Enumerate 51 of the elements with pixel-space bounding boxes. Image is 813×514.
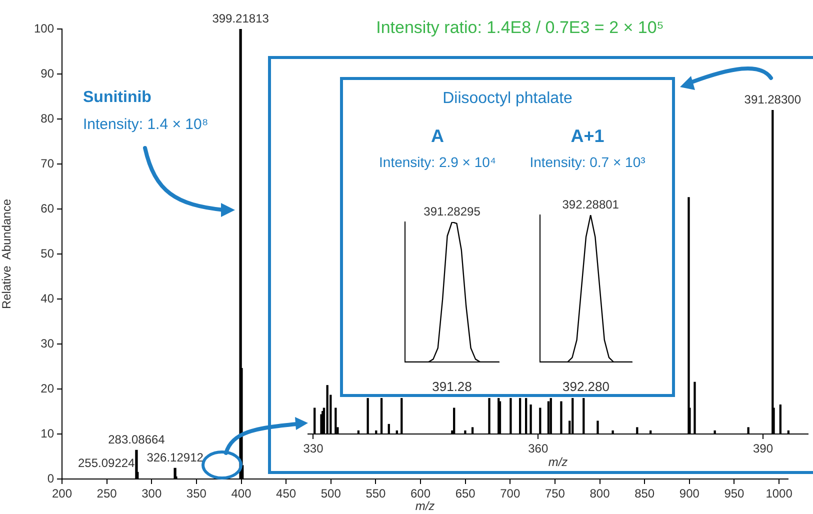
chart-title: A [430,126,445,147]
annotation: Sunitinib [83,89,152,107]
annotation: 326.12912 [146,450,204,465]
annotation: 283.08664 [108,432,166,447]
x-axis-title: m/z [548,455,568,470]
annotation: 392.28801 [562,197,620,212]
chart-subtitle: Intensity: 0.7 × 10³ [528,154,646,170]
x-axis-title: 392.280 [562,378,610,394]
x-tick-label: 600 [410,486,431,501]
annotation: Diisooctyl phtalate [442,90,574,108]
annotation: 399.21813 [212,11,270,26]
x-tick-label: 350 [186,486,207,501]
y-tick-label: 80 [40,111,54,126]
x-tick-label: 500 [320,486,342,501]
y-tick-label: 40 [40,291,54,306]
x-tick-label: 450 [276,486,296,501]
y-tick-label: 10 [40,426,54,440]
x-tick-label: 360 [528,442,548,456]
y-tick-label: 30 [40,336,54,350]
x-tick-label: 200 [52,486,72,501]
annotation: 391.28295 [424,204,481,218]
x-tick-label: 900 [679,486,700,501]
chart-title: Intensity ratio: 1.4E8 / 0.7E3 = 2 × 10⁵ [375,18,665,38]
x-tick-label: 330 [303,442,324,456]
chart-subtitle: Intensity: 2.9 × 10⁴ [378,154,497,170]
x-tick-label: 250 [96,486,118,501]
x-tick-label: 950 [724,486,745,501]
x-tick-label: 550 [366,486,386,501]
chart-title: A+1 [570,126,606,147]
y-tick-label: 0 [47,471,54,486]
annotation: Intensity: 1.4 × 10⁸ [83,116,208,133]
x-tick-label: 400 [231,486,252,501]
x-tick-label: 750 [544,486,566,501]
y-tick-label: 20 [40,381,54,396]
y-tick-label: 70 [40,156,54,170]
x-tick-label: 650 [455,486,476,501]
y-tick-label: 90 [40,66,54,80]
x-tick-label: 850 [634,486,655,501]
annotation: 255.09224 [78,456,135,470]
x-axis-title: m/z [415,499,435,514]
x-tick-label: 1000 [766,486,793,501]
x-axis-title: 391.28 [432,378,472,394]
annotation: 391.28300 [744,92,802,106]
y-tick-label: 100 [34,21,54,36]
x-tick-label: 800 [590,486,610,501]
y-axis-title: Relative Abundance [0,198,14,310]
y-tick-label: 60 [40,201,54,216]
x-tick-label: 390 [753,442,774,456]
x-tick-label: 700 [500,486,520,501]
x-tick-label: 300 [142,486,162,501]
y-tick-label: 50 [40,246,54,260]
